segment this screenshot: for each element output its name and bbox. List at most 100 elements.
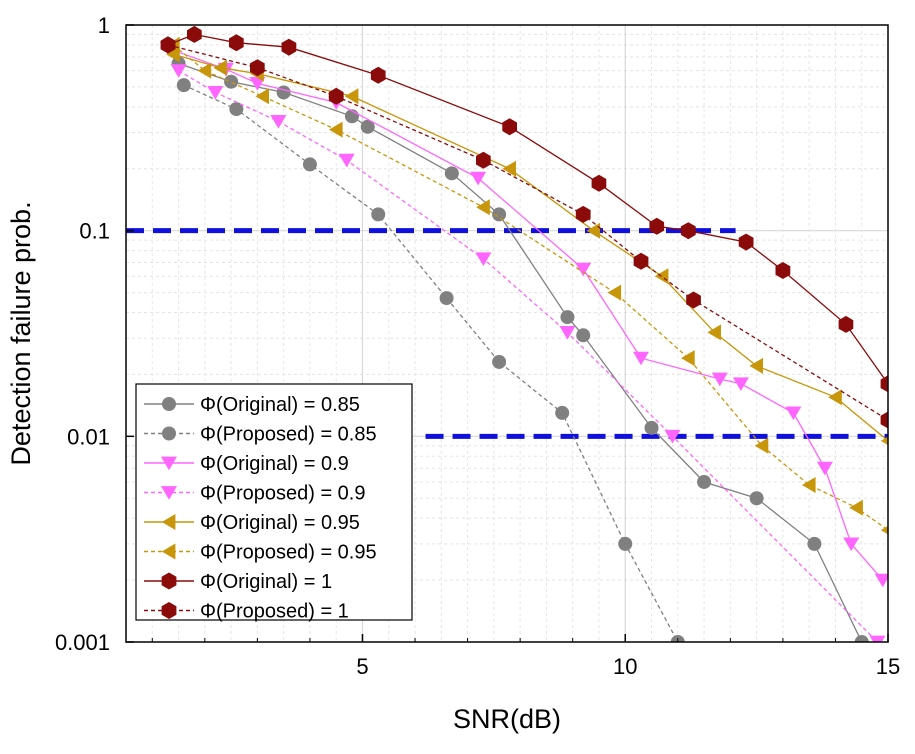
x-tick-label: 10 [613,654,637,679]
legend-label: Φ(Original) = 1 [200,571,332,593]
x-tick-label: 15 [876,654,900,679]
series-layer [160,25,888,642]
data-point [281,38,297,56]
data-point [302,157,317,172]
data-point [492,207,507,222]
data-point [749,491,764,506]
data-point [644,420,659,435]
data-point [686,291,701,309]
data-point [475,252,492,266]
data-point [802,477,816,493]
data-point [880,525,888,535]
legend-item: Φ(Original) = 1 [144,571,332,593]
legend-marker [161,486,177,500]
data-point [680,222,696,240]
legend-marker [161,456,177,471]
data-point [874,573,888,588]
data-point [711,372,728,387]
legend-label: Φ(Proposed) = 1 [200,601,349,623]
data-point [555,405,570,420]
data-point [559,326,576,340]
data-point [633,252,649,270]
legend-label: Φ(Original) = 0.85 [200,394,360,416]
data-point [869,635,886,642]
data-point [160,36,176,54]
data-point [664,429,681,444]
data-point [476,199,490,216]
data-point [807,536,822,551]
data-point [575,262,592,277]
data-point [502,160,516,177]
series-line [173,53,888,442]
data-point [176,78,191,93]
data-point [707,324,721,341]
data-point [360,119,375,134]
y-tick-label: 0.01 [67,424,110,449]
legend-marker [161,543,176,560]
series-8 [160,36,888,429]
series-2 [176,78,685,642]
data-point [754,437,769,454]
data-point [586,222,601,239]
data-point [560,310,575,325]
legend-label: Φ(Original) = 0.9 [200,453,349,475]
data-point [338,153,355,168]
legend-label: Φ(Proposed) = 0.9 [200,483,366,505]
data-point [344,88,359,105]
legend-item: Φ(Proposed) = 0.85 [144,424,377,446]
data-point [439,291,454,306]
data-point [838,315,854,333]
data-point [207,86,224,100]
data-point [880,411,888,429]
data-point [697,474,712,489]
data-point [843,537,860,552]
y-axis-title: Detection failure prob. [6,201,36,465]
data-point [816,461,833,476]
x-tick-label: 5 [356,654,368,679]
legend-label: Φ(Original) = 0.95 [200,512,360,534]
data-point [229,102,244,117]
legend: Φ(Original) = 0.85 Φ(Proposed) = 0.85 Φ(Or… [135,383,413,623]
legend-item: Φ(Proposed) = 1 [144,601,349,623]
legend-item: Φ(Original) = 0.9 [144,453,349,475]
legend-label: Φ(Proposed) = 0.85 [200,424,377,446]
data-point [828,389,842,406]
data-point [880,375,888,393]
legend-label: Φ(Proposed) = 0.95 [200,542,377,564]
series-line [183,84,679,642]
y-tick-label: 0.1 [79,219,110,244]
data-point [224,74,239,89]
data-point [854,635,869,642]
data-point [213,59,227,76]
x-axis-title: SNR(dB) [453,704,561,734]
series-3 [160,41,888,588]
data-point [681,350,695,367]
legend-item: Φ(Proposed) = 0.9 [144,483,366,505]
data-point [249,77,266,91]
data-point [591,174,607,192]
legend-item: Φ(Proposed) = 0.95 [144,542,377,564]
series-line [167,44,888,421]
data-point [250,59,265,77]
legend-item: Φ(Original) = 0.85 [144,394,360,416]
data-point [270,115,287,129]
legend-marker [162,426,176,441]
data-point [649,217,665,235]
y-tick-label: 1 [98,13,110,38]
data-point [502,118,517,136]
reference-lines [126,228,888,439]
legend-item: Φ(Original) = 0.95 [144,512,360,534]
data-point [371,207,386,222]
data-point [229,34,244,52]
data-point [576,328,591,343]
data-point [492,354,507,369]
data-point [732,377,749,391]
data-point [880,436,888,446]
data-point [607,284,622,301]
data-point [329,121,343,138]
axis-ticks: 5 10 15 1 0.1 0.01 0.001 [55,13,900,679]
series-4 [170,64,886,642]
data-point [618,536,633,551]
data-point [370,66,386,84]
